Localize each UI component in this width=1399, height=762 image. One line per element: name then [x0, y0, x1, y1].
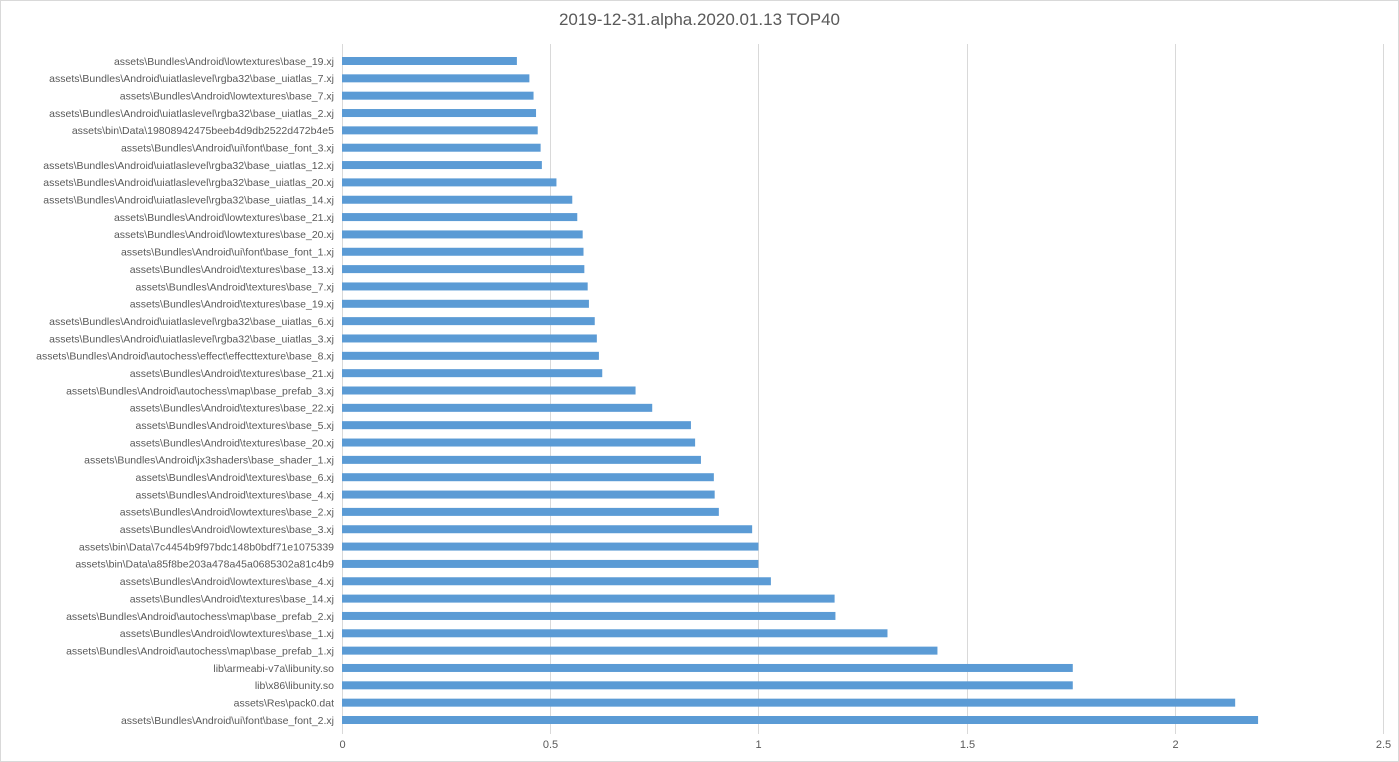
bar — [342, 698, 1236, 707]
bar — [342, 282, 588, 291]
category-label: assets\Bundles\Android\textures\base_14.… — [130, 593, 334, 605]
bar — [342, 317, 595, 326]
x-tick-label: 2.5 — [1376, 739, 1391, 751]
bar — [342, 455, 701, 464]
category-label: assets\Res\pack0.dat — [234, 697, 334, 709]
bar — [342, 126, 538, 135]
category-label: assets\Bundles\Android\uiatlaslevel\rgba… — [49, 73, 334, 85]
bar — [342, 213, 578, 222]
bar — [342, 247, 584, 256]
bar — [342, 663, 1073, 672]
category-label: assets\Bundles\Android\textures\base_5.x… — [136, 420, 334, 432]
x-tick-label: 0.5 — [543, 739, 558, 751]
category-label: assets\Bundles\Android\autochess\map\bas… — [66, 611, 334, 623]
category-label: assets\Bundles\Android\autochess\map\bas… — [66, 645, 334, 657]
category-label: assets\Bundles\Android\uiatlaslevel\rgba… — [43, 195, 334, 207]
category-label: assets\bin\Data\7c4454b9f97bdc148b0bdf71… — [79, 541, 334, 553]
category-label: assets\Bundles\Android\uiatlaslevel\rgba… — [49, 333, 334, 345]
bar — [342, 542, 759, 551]
bar — [342, 421, 691, 430]
bar — [342, 594, 835, 603]
bars — [342, 57, 1259, 724]
category-label: assets\Bundles\Android\textures\base_4.x… — [136, 489, 334, 501]
category-label: assets\Bundles\Android\uiatlaslevel\rgba… — [49, 316, 334, 328]
category-label: assets\Bundles\Android\ui\font\base_font… — [121, 247, 334, 259]
category-label: assets\Bundles\Android\jx3shaders\base_s… — [84, 455, 334, 467]
bar — [342, 507, 719, 516]
bar — [342, 351, 599, 360]
category-label: assets\Bundles\Android\textures\base_7.x… — [136, 281, 334, 293]
bar — [342, 473, 714, 482]
category-label: assets\Bundles\Android\textures\base_19.… — [130, 299, 334, 311]
bar — [342, 386, 636, 395]
category-label: assets\Bundles\Android\autochess\effect\… — [36, 351, 334, 363]
bar — [342, 646, 938, 655]
bar — [342, 195, 573, 204]
bar — [342, 403, 653, 412]
category-label: assets\Bundles\Android\lowtextures\base_… — [120, 576, 334, 588]
category-label: assets\Bundles\Android\ui\font\base_font… — [121, 143, 334, 155]
x-tick-label: 1 — [755, 739, 761, 751]
bar — [342, 490, 715, 499]
category-label: lib\armeabi-v7a\libunity.so — [213, 663, 334, 675]
category-labels: assets\Bundles\Android\ui\font\base_font… — [36, 56, 334, 727]
bar — [342, 230, 583, 239]
bar — [342, 577, 771, 586]
category-label: assets\Bundles\Android\autochess\map\bas… — [66, 385, 334, 397]
bar — [342, 143, 541, 152]
x-tick-label: 2 — [1172, 739, 1178, 751]
category-label: assets\bin\Data\a85f8be203a478a45a068530… — [75, 559, 334, 571]
category-label: assets\bin\Data\19808942475beeb4d9db2522… — [72, 125, 334, 137]
bar — [342, 369, 603, 378]
category-label: assets\Bundles\Android\lowtextures\base_… — [120, 628, 334, 640]
category-label: assets\Bundles\Android\lowtextures\base_… — [114, 229, 334, 241]
category-label: assets\Bundles\Android\lowtextures\base_… — [114, 56, 334, 68]
bar — [342, 299, 589, 308]
bar — [342, 57, 517, 65]
bar — [342, 611, 836, 620]
x-axis-tick-labels: 0 0.5 1 1.5 2 2.5 — [339, 739, 1391, 751]
category-label: assets\Bundles\Android\lowtextures\base_… — [120, 507, 334, 519]
bar — [342, 161, 542, 170]
category-label: assets\Bundles\Android\textures\base_21.… — [130, 368, 334, 380]
category-label: assets\Bundles\Android\uiatlaslevel\rgba… — [43, 177, 334, 189]
bar — [342, 681, 1073, 690]
bar — [342, 629, 888, 638]
bar — [342, 334, 597, 343]
x-tick-label: 1.5 — [960, 739, 975, 751]
category-label: assets\Bundles\Android\textures\base_20.… — [130, 437, 334, 449]
category-label: assets\Bundles\Android\lowtextures\base_… — [120, 524, 334, 536]
bar — [342, 559, 759, 568]
category-label: assets\Bundles\Android\textures\base_13.… — [130, 264, 334, 276]
category-label: assets\Bundles\Android\ui\font\base_font… — [121, 715, 334, 727]
bar — [342, 716, 1259, 724]
category-label: assets\Bundles\Android\textures\base_6.x… — [136, 472, 334, 484]
category-label: assets\Bundles\Android\uiatlaslevel\rgba… — [43, 160, 334, 172]
bar — [342, 91, 534, 100]
bar — [342, 265, 585, 274]
x-tick-label: 0 — [339, 739, 345, 751]
bar — [342, 178, 557, 187]
bar — [342, 74, 530, 83]
bar — [342, 109, 537, 118]
category-label: assets\Bundles\Android\textures\base_22.… — [130, 403, 334, 415]
chart-title: 2019-12-31.alpha.2020.01.13 TOP40 — [558, 10, 841, 29]
category-label: assets\Bundles\Android\uiatlaslevel\rgba… — [49, 108, 334, 120]
category-label: assets\Bundles\Android\lowtextures\base_… — [120, 90, 334, 102]
category-label: assets\Bundles\Android\lowtextures\base_… — [114, 212, 334, 224]
bar — [342, 438, 696, 447]
bar — [342, 525, 753, 534]
category-label: lib\x86\libunity.so — [255, 680, 334, 692]
